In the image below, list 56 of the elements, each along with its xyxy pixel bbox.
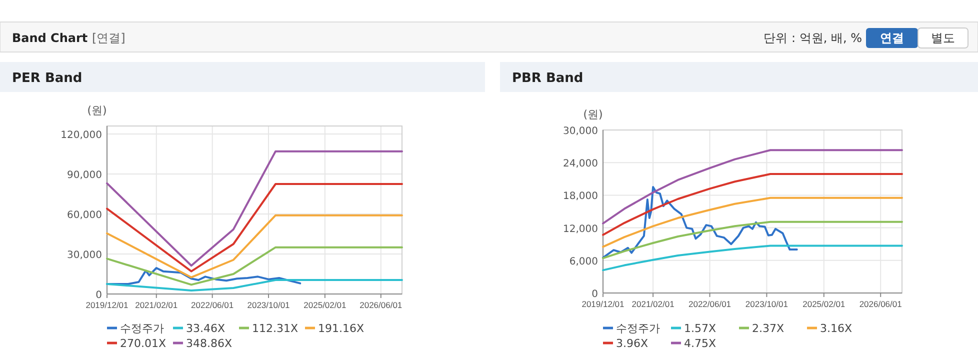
- legend-label: 191.16X: [318, 322, 364, 335]
- text: Band Chart: [12, 31, 88, 45]
- y-tick-label: 90,000: [67, 170, 102, 181]
- text: 단위 : 억원, 배, %: [764, 31, 862, 45]
- chart-title: PBR Band: [512, 71, 584, 86]
- legend-label: 348.86X: [186, 337, 232, 350]
- y-tick-label: 12,000: [563, 224, 598, 235]
- x-tick-label: 2019/12/01: [86, 300, 129, 310]
- y-tick-label: 6,000: [569, 256, 598, 268]
- x-tick-label: 2022/06/01: [688, 299, 732, 309]
- y-tick-label: 60,000: [67, 210, 102, 221]
- y-tick-label: 0: [96, 290, 102, 301]
- legend-label: 수정주가: [120, 322, 164, 335]
- x-tick-label: 2026/06/01: [360, 300, 402, 310]
- legend-label: 3.96X: [616, 337, 648, 350]
- chart-title: PER Band: [12, 71, 82, 86]
- line-series: [602, 173, 903, 236]
- line-series: [602, 244, 903, 272]
- x-tick-label: 2022/06/01: [191, 300, 234, 310]
- x-tick-label: 2023/10/01: [247, 300, 290, 310]
- line-series: [602, 186, 798, 259]
- line-series: [602, 149, 903, 224]
- y-axis-title: (원): [87, 104, 107, 117]
- legend-label: 4.75X: [684, 337, 716, 350]
- x-tick-label: 2025/02/01: [802, 299, 846, 309]
- line-series: [602, 220, 903, 260]
- x-tick-label: 2019/12/01: [582, 299, 625, 309]
- y-tick-label: 24,000: [563, 158, 598, 170]
- x-tick-label: 2021/02/01: [135, 300, 178, 310]
- y-tick-label: 30,000: [67, 250, 102, 261]
- legend-label: 수정주가: [616, 322, 660, 335]
- x-tick-label: 2025/02/01: [304, 300, 346, 310]
- text: [연결]: [92, 31, 126, 45]
- legend-label: 3.16X: [820, 322, 852, 335]
- legend-label: 112.31X: [252, 322, 298, 335]
- line-series: [106, 246, 403, 286]
- line-series: [106, 183, 403, 272]
- line-series: [106, 150, 403, 267]
- text: 연결: [880, 31, 904, 45]
- line-series: [106, 214, 403, 278]
- y-tick-label: 18,000: [563, 191, 598, 202]
- y-tick-label: 0: [592, 289, 598, 300]
- legend-label: 1.57X: [684, 322, 716, 335]
- legend-label: 2.37X: [752, 322, 784, 335]
- text: 별도: [931, 31, 955, 45]
- y-tick-label: 30,000: [563, 126, 598, 137]
- line-series: [602, 196, 903, 248]
- x-tick-label: 2026/06/01: [859, 299, 902, 309]
- line-series: [106, 279, 403, 292]
- x-tick-label: 2021/02/01: [632, 299, 675, 309]
- legend-label: 270.01X: [120, 337, 166, 350]
- x-tick-label: 2023/10/01: [745, 299, 788, 309]
- y-tick-label: 120,000: [60, 130, 102, 141]
- legend-label: 33.46X: [186, 322, 226, 335]
- line-series: [106, 267, 302, 285]
- y-axis-title: (원): [583, 108, 603, 121]
